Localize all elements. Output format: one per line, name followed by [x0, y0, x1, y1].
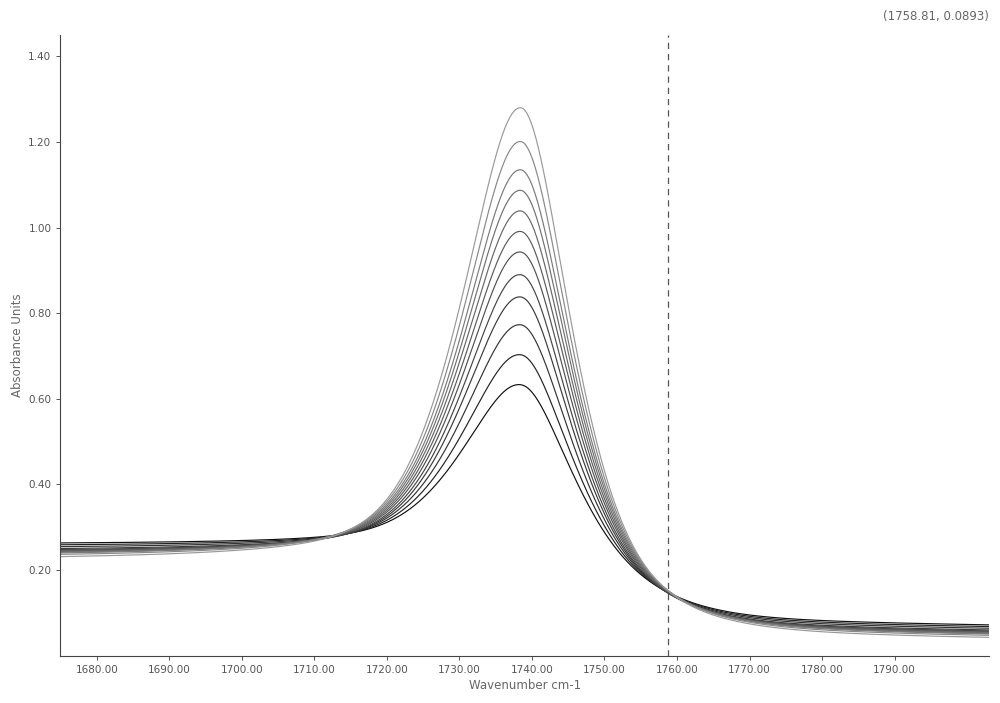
X-axis label: Wavenumber cm-1: Wavenumber cm-1: [469, 679, 581, 692]
Text: (1758.81, 0.0893): (1758.81, 0.0893): [883, 10, 989, 22]
Y-axis label: Absorbance Units: Absorbance Units: [11, 294, 24, 397]
